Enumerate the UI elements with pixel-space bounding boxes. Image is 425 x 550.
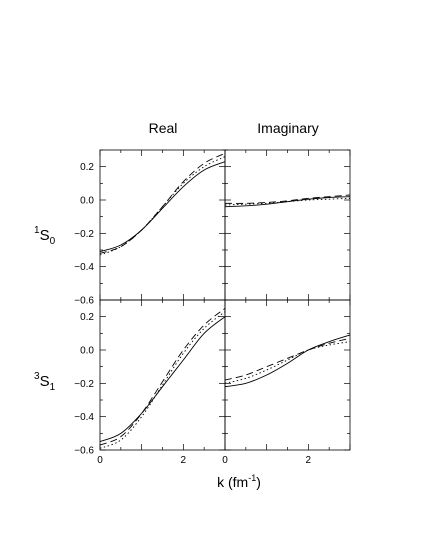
series-line-solid [100, 161, 225, 253]
series-line-solid [225, 334, 350, 388]
y-tick-label: 0.0 [80, 346, 94, 357]
x-axis-label-close: ) [256, 474, 261, 490]
panel-frame [224, 299, 351, 451]
row-label-1s0-main: S [40, 227, 50, 244]
x-axis-label-main: k (fm [217, 474, 248, 490]
x-axis-label-sup: -1 [248, 473, 256, 483]
panel-frame [99, 149, 226, 301]
series-line-solid [225, 196, 350, 208]
panel-real-1s0 [99, 149, 226, 301]
y-tick-label: −0.4 [74, 412, 94, 423]
panel-imag-1s0 [224, 149, 351, 301]
panel-frame [224, 149, 351, 301]
x-tick-label: 0 [97, 455, 103, 466]
series-line-dotted [100, 311, 225, 449]
y-tick-label: 0.0 [80, 196, 94, 207]
row-label-3s1-sup: 3 [34, 371, 40, 382]
row-label-1s0: 1S0 [34, 225, 56, 247]
series-line-dotted [100, 156, 225, 256]
series-line-dotted [225, 341, 350, 384]
y-tick-label: 0.2 [80, 162, 94, 173]
y-tick-label: −0.6 [74, 296, 94, 307]
y-tick-label: −0.4 [74, 262, 94, 273]
series-line-dotted [225, 197, 350, 206]
row-label-3s1-sub: 1 [50, 382, 56, 393]
row-label-3s1: 3S1 [34, 371, 56, 393]
row-label-1s0-sup: 1 [34, 225, 40, 236]
y-tick-label: 0.2 [80, 312, 94, 323]
x-tick-label: 2 [181, 455, 187, 466]
series-line-dashed [100, 307, 225, 446]
x-axis-label: k (fm-1) [217, 473, 261, 490]
panel-imag-3s1 [224, 299, 351, 451]
row-label-1s0-sub: 0 [50, 236, 56, 247]
row-label-3s1-main: S [40, 373, 50, 390]
column-title-imaginary: Imaginary [257, 120, 318, 136]
x-tick-label: 2 [306, 455, 312, 466]
series-line-dashed [100, 152, 225, 254]
panel-real-3s1 [99, 299, 226, 451]
column-title-real: Real [149, 120, 178, 136]
y-tick-label: −0.2 [74, 229, 94, 240]
series-line-dashed [225, 337, 350, 381]
series-line-solid [100, 316, 225, 443]
y-tick-label: −0.6 [74, 446, 94, 457]
x-tick-label: 0 [222, 455, 228, 466]
y-tick-label: −0.2 [74, 379, 94, 390]
series-line-dashed [225, 194, 350, 204]
